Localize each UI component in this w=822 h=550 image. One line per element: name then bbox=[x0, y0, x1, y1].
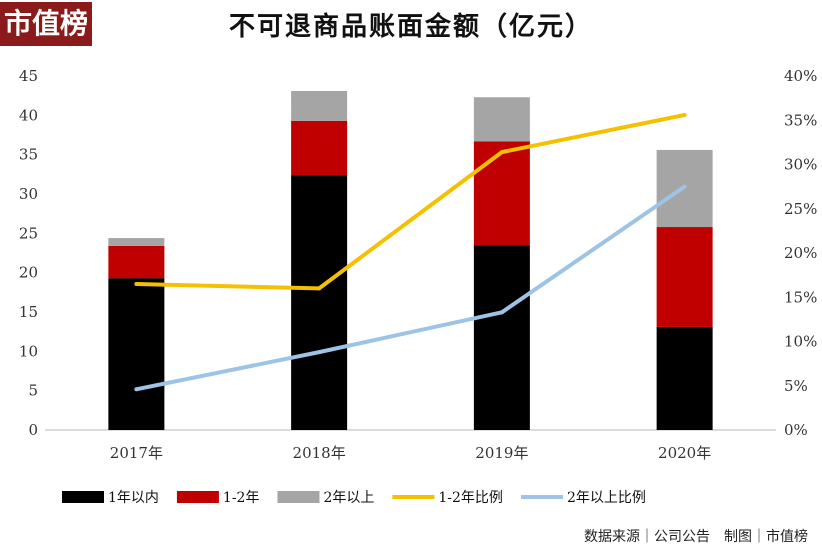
bar-segment bbox=[473, 97, 530, 142]
line-point bbox=[134, 281, 139, 286]
line-point bbox=[499, 150, 504, 155]
y-right-tick-label: 20% bbox=[784, 244, 817, 262]
y-left-tick-label: 40 bbox=[19, 106, 38, 124]
y-left-tick-label: 45 bbox=[19, 67, 38, 85]
source-note: 数据来源｜公司公告 制图｜市值榜 bbox=[584, 529, 808, 545]
logo: 市值榜 bbox=[0, 2, 92, 46]
line-point bbox=[682, 184, 687, 189]
y-left-tick-label: 25 bbox=[19, 224, 38, 242]
line-point bbox=[317, 350, 322, 355]
y-right-tick-label: 40% bbox=[784, 67, 817, 85]
y-left-tick-label: 15 bbox=[19, 303, 38, 321]
line-series bbox=[135, 184, 686, 392]
legend-label: 2年以上比例 bbox=[567, 490, 646, 506]
x-tick-label: 2019年 bbox=[475, 444, 528, 462]
legend-label: 2年以上 bbox=[323, 490, 374, 506]
line-point bbox=[317, 286, 322, 291]
line-point bbox=[682, 112, 687, 117]
bar-segment bbox=[656, 326, 713, 430]
y-left-tick-label: 30 bbox=[19, 185, 38, 203]
y-left-tick-label: 10 bbox=[19, 342, 38, 360]
bar-segment bbox=[473, 245, 530, 430]
y-right-tick-label: 15% bbox=[784, 288, 817, 306]
y-left-tick-label: 20 bbox=[19, 264, 38, 282]
line-point bbox=[499, 310, 504, 315]
y-right-tick-label: 25% bbox=[784, 200, 817, 218]
y-left-tick-label: 0 bbox=[28, 421, 38, 439]
bar-segment bbox=[291, 90, 348, 121]
y-left-tick-label: 35 bbox=[19, 146, 38, 164]
legend-swatch bbox=[277, 491, 320, 503]
y-left-tick-label: 5 bbox=[28, 382, 38, 400]
bar-segment bbox=[108, 238, 165, 246]
bar-segment bbox=[473, 141, 530, 246]
legend-label: 1-2年 bbox=[223, 490, 260, 506]
legend-swatch bbox=[176, 491, 219, 503]
line-point bbox=[134, 387, 139, 392]
bar-segment bbox=[108, 278, 165, 430]
chart-title: 不可退商品账面金额（亿元） bbox=[228, 12, 593, 42]
legend-label: 1年以内 bbox=[108, 490, 159, 506]
x-tick-label: 2018年 bbox=[293, 444, 346, 462]
legend-swatch bbox=[62, 491, 104, 503]
bar-segment bbox=[108, 245, 165, 279]
y-right-tick-label: 30% bbox=[784, 156, 817, 174]
bar-segment bbox=[291, 120, 348, 176]
y-right-tick-label: 0% bbox=[784, 421, 808, 439]
y-right-tick-label: 5% bbox=[784, 377, 808, 395]
y-right-tick-label: 35% bbox=[784, 111, 817, 129]
line-series bbox=[136, 112, 686, 291]
bar-segment bbox=[291, 175, 348, 430]
bar-segment bbox=[656, 227, 713, 327]
x-tick-label: 2020年 bbox=[658, 444, 711, 462]
x-tick-label: 2017年 bbox=[110, 444, 163, 462]
y-right-tick-label: 10% bbox=[784, 333, 817, 351]
legend-label: 1-2年比例 bbox=[438, 490, 503, 506]
